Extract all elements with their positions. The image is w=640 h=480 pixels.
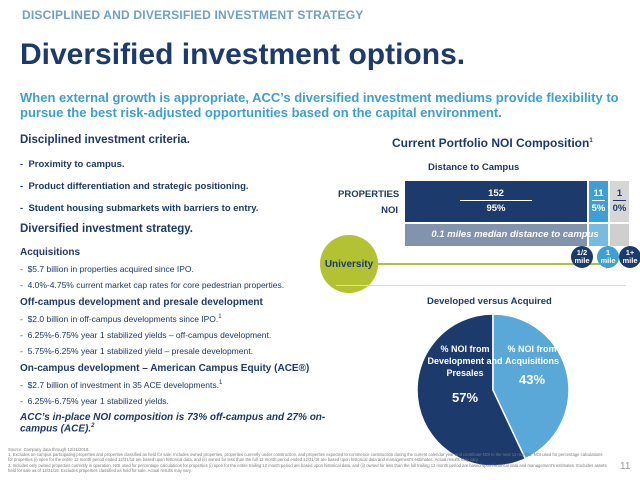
section-tag: DISCIPLINED AND DIVERSIFIED INVESTMENT S…	[22, 8, 364, 22]
pie-chart	[416, 313, 570, 467]
bar-noi-value: 5%	[591, 203, 606, 214]
acquisitions-item: - 4.0%-4.75% current market cap rates fo…	[20, 280, 285, 290]
mile-marker-one-plus: 1+ mile	[619, 246, 640, 268]
page-number: 11	[620, 461, 631, 472]
median-band	[405, 224, 587, 246]
properties-row-label: PROPERTIES	[338, 189, 400, 200]
median-band	[610, 224, 629, 246]
noi-chart-title: Current Portfolio NOI Composition1	[392, 136, 593, 150]
bar-properties-value: 152	[488, 188, 504, 199]
criteria-heading: Disciplined investment criteria.	[20, 134, 191, 146]
distance-arrow	[376, 263, 610, 265]
acquisitions-heading: Acquisitions	[20, 247, 81, 258]
strategy-heading: Diversified investment strategy.	[20, 223, 193, 235]
bar-divider	[591, 200, 606, 201]
mile-marker-half: 1/2 mile	[571, 246, 593, 268]
bar-divider	[459, 200, 533, 201]
criteria-item: - Product differentiation and strategic …	[20, 181, 249, 192]
criteria-item: - Proximity to campus.	[20, 159, 125, 170]
oncampus-item: - 6.25%-6.75% year 1 stabilized yields.	[20, 396, 169, 406]
pie-chart-title: Developed versus Acquired	[427, 296, 552, 307]
bar-half-mile: 152 95%	[405, 181, 587, 222]
page-title: Diversified investment options.	[20, 38, 466, 71]
mile-marker-one: 1 mile	[597, 246, 619, 268]
criteria-item: - Student housing submarkets with barrie…	[20, 203, 259, 214]
bar-noi-value: 95%	[486, 203, 506, 214]
bar-one-plus-mile: 1 0%	[610, 181, 629, 222]
pie-label-development: % NOI from Development and Presales	[427, 344, 503, 378]
offcampus-item: - $2.0 billion in off-campus development…	[20, 314, 222, 324]
median-distance-annotation: 0.1 miles median distance to campus	[431, 229, 599, 240]
pie-slice-development	[416, 313, 527, 467]
footnotes: Source: Company data through 12/31/2018.…	[8, 447, 608, 473]
offcampus-item: - 5.75%-6.25% year 1 stabilized yield – …	[20, 346, 253, 356]
pie-panel	[336, 285, 626, 445]
acquisitions-item: - $5.7 billion in properties acquired si…	[20, 264, 194, 274]
offcampus-heading: Off-campus development and presale devel…	[20, 297, 263, 308]
university-badge: University	[320, 235, 378, 293]
footnote-source: Source: Company data through 12/31/2018.	[8, 447, 90, 452]
oncampus-heading: On-campus development – American Campus …	[20, 363, 310, 374]
page-subtitle: When external growth is appropriate, ACC…	[20, 90, 619, 120]
bar-properties-value: 11	[593, 188, 604, 199]
bar-properties-value: 1	[616, 188, 623, 199]
pie-value-development: 57%	[451, 390, 479, 405]
bar-divider	[612, 200, 627, 201]
footnote-1: 1. Excludes on-campus participating prop…	[8, 452, 603, 463]
pie-value-acquisitions: 43%	[518, 372, 546, 387]
bar-one-mile: 11 5%	[589, 181, 608, 222]
pie-slice-acquisitions	[492, 313, 570, 460]
pie-label-acquisitions: % NOI from Acquisitions	[504, 344, 559, 366]
distance-to-campus-label: Distance to Campus	[428, 162, 520, 173]
noi-row-label: NOI	[381, 205, 398, 216]
oncampus-item: - $2.7 billion of investment in 35 ACE d…	[20, 380, 223, 390]
noi-composition-note: ACC’s in-place NOI composition is 73% of…	[20, 412, 326, 435]
offcampus-item: - 6.25%-6.75% year 1 stabilized yields –…	[20, 330, 272, 340]
footnote-2: 2. Includes only owned properties curren…	[8, 462, 607, 473]
bar-noi-value: 0%	[612, 203, 627, 214]
median-band	[589, 224, 608, 246]
